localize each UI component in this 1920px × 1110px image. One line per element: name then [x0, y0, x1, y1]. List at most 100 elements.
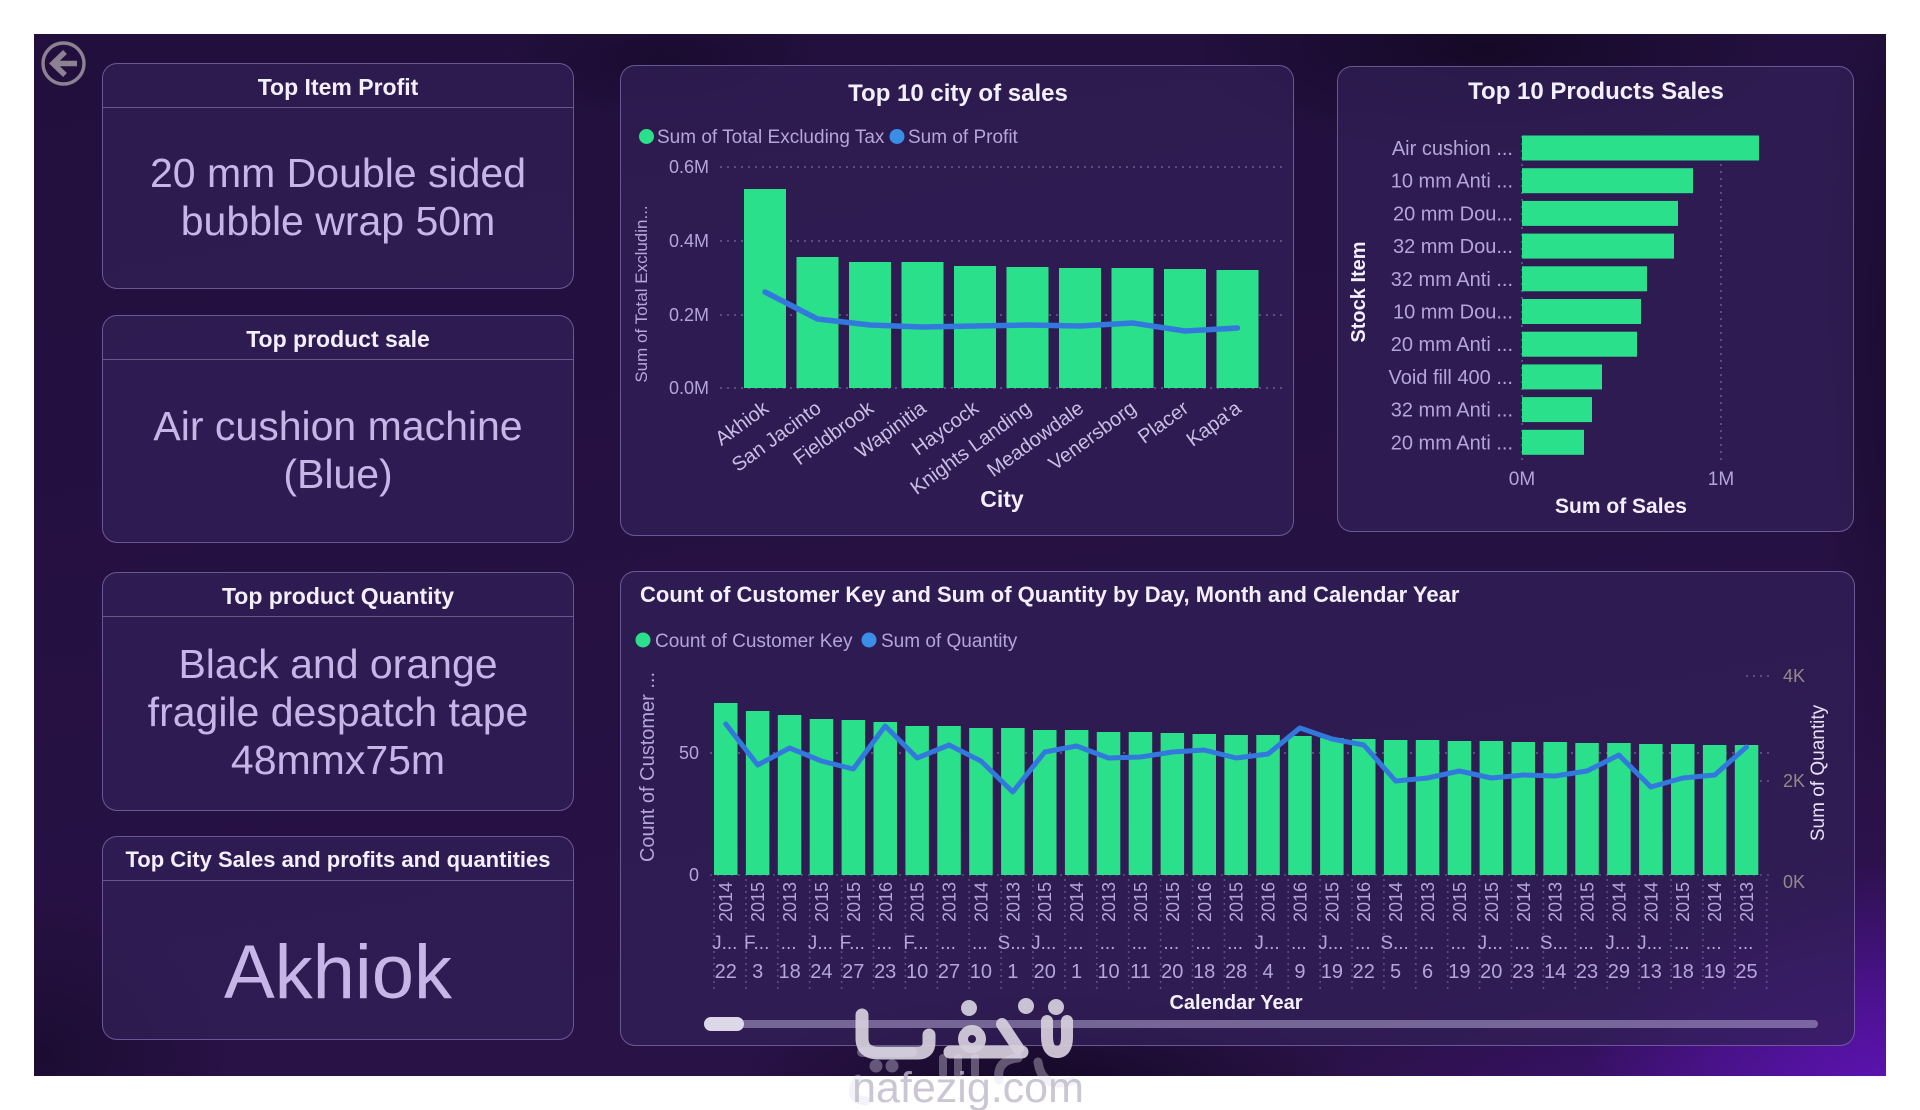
svg-text:F...: F... [840, 933, 865, 954]
svg-text:0.2M: 0.2M [669, 305, 709, 325]
svg-text:...: ... [1419, 933, 1435, 954]
svg-text:2014: 2014 [1641, 882, 1661, 922]
svg-text:S...: S... [1540, 933, 1569, 954]
svg-text:J...: J... [1478, 933, 1503, 954]
svg-text:nafezig.com: nafezig.com [852, 1064, 1084, 1110]
svg-text:Stock Item: Stock Item [1348, 241, 1370, 342]
svg-text:2015: 2015 [844, 882, 864, 922]
svg-text:F...: F... [903, 933, 928, 954]
svg-text:Count of Customer Key: Count of Customer Key [655, 631, 853, 652]
svg-text:32 mm Anti ...: 32 mm Anti ... [1391, 269, 1513, 291]
svg-text:19: 19 [1321, 961, 1343, 983]
svg-text:J...: J... [1254, 933, 1279, 954]
svg-text:J...: J... [808, 933, 833, 954]
svg-text:...: ... [1674, 933, 1690, 954]
svg-text:11: 11 [1130, 961, 1151, 983]
svg-text:22: 22 [1353, 961, 1375, 983]
svg-text:28: 28 [1225, 961, 1247, 983]
svg-text:Sum of Total Excluding Tax: Sum of Total Excluding Tax [657, 127, 885, 148]
svg-text:J...: J... [1318, 933, 1343, 954]
svg-text:...: ... [940, 933, 956, 954]
svg-text:Air cushion ...: Air cushion ... [1392, 138, 1513, 160]
svg-text:...: ... [1227, 933, 1243, 954]
svg-text:20 mm Dou...: 20 mm Dou... [1393, 203, 1513, 225]
svg-text:2015: 2015 [1482, 882, 1502, 922]
svg-text:...: ... [1578, 933, 1594, 954]
svg-text:0.4M: 0.4M [669, 231, 709, 251]
svg-text:2016: 2016 [1259, 882, 1279, 922]
svg-text:27: 27 [842, 961, 864, 983]
svg-text:Top 10 city of sales: Top 10 city of sales [848, 80, 1068, 107]
svg-text:...: ... [1100, 933, 1116, 954]
svg-text:2015: 2015 [1227, 882, 1247, 922]
svg-text:...: ... [1068, 933, 1084, 954]
svg-text:2016: 2016 [1195, 882, 1215, 922]
svg-text:0M: 0M [1509, 469, 1535, 490]
svg-text:10 mm Anti ...: 10 mm Anti ... [1391, 171, 1513, 193]
svg-text:27: 27 [938, 961, 960, 983]
svg-text:10: 10 [906, 961, 928, 983]
svg-text:1: 1 [1071, 961, 1082, 983]
svg-text:23: 23 [1512, 961, 1534, 983]
svg-text:2015: 2015 [1578, 882, 1598, 922]
svg-text:20: 20 [1161, 961, 1183, 983]
svg-text:2014: 2014 [1067, 882, 1087, 922]
svg-text:Sum of Quantity: Sum of Quantity [881, 631, 1018, 652]
svg-text:Top 10 Products Sales: Top 10 Products Sales [1468, 78, 1724, 105]
svg-text:0.0M: 0.0M [669, 378, 709, 398]
svg-text:J...: J... [1605, 933, 1630, 954]
svg-text:J...: J... [1637, 933, 1662, 954]
svg-text:2014: 2014 [1609, 882, 1629, 922]
svg-text:2015: 2015 [748, 882, 768, 922]
svg-text:...: ... [781, 933, 797, 954]
svg-text:1: 1 [1007, 961, 1018, 983]
svg-text:2015: 2015 [1035, 882, 1055, 922]
svg-text:32 mm Anti ...: 32 mm Anti ... [1391, 400, 1513, 422]
svg-text:2015: 2015 [1322, 882, 1342, 922]
svg-text:20 mm Anti ...: 20 mm Anti ... [1391, 432, 1513, 454]
svg-text:2015: 2015 [1131, 882, 1151, 922]
svg-text:Calendar Year: Calendar Year [1169, 992, 1302, 1014]
svg-text:...: ... [1355, 933, 1371, 954]
svg-text:0K: 0K [1783, 872, 1805, 892]
svg-text:F...: F... [744, 933, 769, 954]
svg-text:5: 5 [1390, 961, 1401, 983]
svg-text:2015: 2015 [1450, 882, 1470, 922]
svg-text:2015: 2015 [812, 882, 832, 922]
svg-text:2016: 2016 [1354, 882, 1374, 922]
svg-text:4: 4 [1262, 961, 1273, 983]
svg-text:J...: J... [1031, 933, 1056, 954]
svg-text:2015: 2015 [1163, 882, 1183, 922]
svg-text:...: ... [1738, 933, 1754, 954]
svg-text:22: 22 [715, 961, 737, 983]
svg-text:2K: 2K [1783, 771, 1805, 791]
svg-text:Sum of Quantity: Sum of Quantity [1808, 704, 1829, 841]
svg-text:1M: 1M [1708, 469, 1734, 490]
svg-text:2015: 2015 [908, 882, 928, 922]
svg-text:2014: 2014 [1705, 882, 1725, 922]
svg-text:2015: 2015 [1673, 882, 1693, 922]
svg-text:4K: 4K [1783, 666, 1805, 686]
svg-text:...: ... [972, 933, 988, 954]
svg-text:50: 50 [679, 743, 699, 763]
svg-text:Void fill 400 ...: Void fill 400 ... [1388, 367, 1513, 389]
svg-text:2013: 2013 [1003, 882, 1023, 922]
svg-text:29: 29 [1608, 961, 1630, 983]
svg-text:Count of Customer Key and Sum: Count of Customer Key and Sum of Quantit… [640, 582, 1460, 607]
svg-text:Sum of Sales: Sum of Sales [1555, 495, 1687, 518]
svg-text:Sum of Profit: Sum of Profit [908, 127, 1019, 148]
svg-text:2013: 2013 [1418, 882, 1438, 922]
svg-text:18: 18 [778, 961, 800, 983]
svg-text:2016: 2016 [1290, 882, 1310, 922]
svg-text:9: 9 [1294, 961, 1305, 983]
svg-text:14: 14 [1544, 961, 1566, 983]
svg-text:2013: 2013 [1546, 882, 1566, 922]
svg-text:3: 3 [752, 961, 763, 983]
svg-text:18: 18 [1193, 961, 1215, 983]
svg-text:32 mm Dou...: 32 mm Dou... [1393, 236, 1513, 258]
svg-text:23: 23 [1576, 961, 1598, 983]
svg-text:...: ... [876, 933, 892, 954]
svg-text:Count of Customer ...: Count of Customer ... [637, 672, 659, 862]
svg-text:20: 20 [1034, 961, 1056, 983]
svg-text:2014: 2014 [1514, 882, 1534, 922]
